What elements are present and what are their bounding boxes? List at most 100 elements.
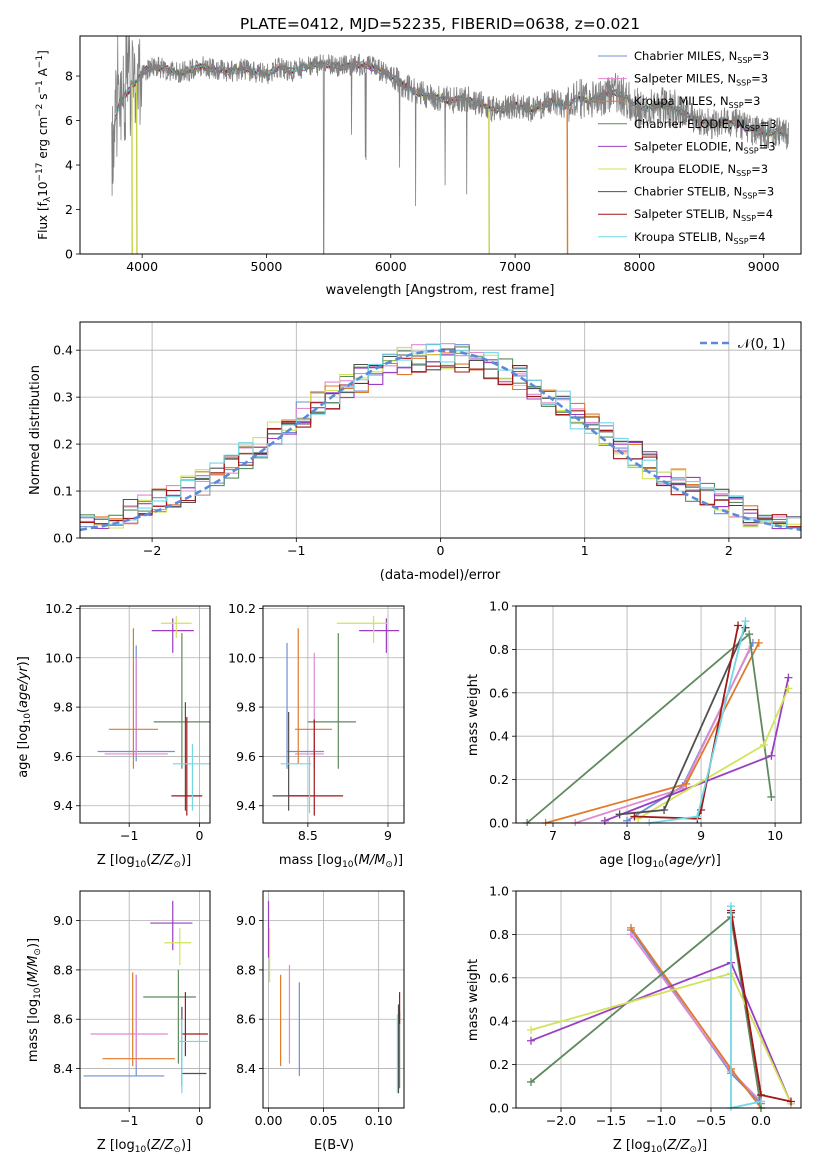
axes: −1 0 8.4 8.6 8.8 9.0: [53, 891, 210, 1128]
weight-point-marker: [734, 621, 743, 630]
mass-vs-ebv-panel: 0.00 0.05 0.10 8.4 8.6 8.8 9.0: [236, 890, 405, 1128]
y-tick-label: 0.4: [53, 343, 73, 358]
y-tick-label: 8.8: [236, 962, 256, 977]
legend-label: Kroupa ELODIE, NSSP=3: [634, 162, 768, 178]
y-tick-label: 8.4: [53, 1061, 73, 1076]
x-tick-label: 0.10: [365, 1113, 393, 1128]
y-tick-label: 0.6: [489, 685, 509, 700]
panel-frame: [262, 890, 405, 1109]
error-bars: [272, 615, 400, 816]
axes: 8.5 9 9.4 9.6 9.8 10.0 10.2: [228, 601, 404, 843]
x-tick-label: 6000: [375, 259, 407, 274]
figure-title: PLATE=0412, MJD=52235, FIBERID=0638, z=0…: [240, 15, 640, 33]
y-tick-label: 10.0: [45, 650, 73, 665]
y-tick-label: 4: [65, 158, 73, 173]
mZ-xlabel: Z [log10(Z/Z⊙)]: [97, 1138, 191, 1155]
x-tick-label: 8.5: [298, 828, 318, 843]
x-tick-label: 0.05: [310, 1113, 338, 1128]
x-tick-label: −1.0: [646, 1113, 676, 1128]
error-bars: [97, 615, 210, 816]
y-tick-label: 0.4: [489, 1014, 509, 1029]
weight-point-marker: [615, 810, 624, 819]
y-tick-label: 0.8: [489, 927, 509, 942]
residual-xlabel: (data-model)/error: [380, 568, 501, 583]
weight-point-marker: [745, 630, 754, 639]
y-tick-label: 1.0: [489, 884, 509, 899]
y-tick-label: 9.8: [236, 700, 256, 715]
x-tick-label: 8000: [623, 259, 655, 274]
residual-axes: −2 −1 0 1 2 0.0 0.1 0.2 0.3 0.4: [53, 322, 801, 558]
y-tick-label: 10.2: [45, 601, 73, 616]
legend-label: Kroupa MILES, NSSP=3: [634, 94, 760, 110]
ageZ-ylabel: age [log10(age/yr)]: [16, 656, 33, 778]
x-tick-label: 10: [767, 828, 783, 843]
y-tick-label: 9.6: [53, 749, 73, 764]
y-tick-label: 0.2: [489, 772, 509, 787]
weight-point-marker: [741, 617, 750, 626]
residual-ylabel: Normed distribution: [28, 365, 43, 495]
weight-series-line: [634, 625, 739, 820]
y-tick-label: 0.0: [53, 531, 73, 546]
y-tick-label: 0.3: [53, 390, 73, 405]
axes: 7 8 9 10 0.0 0.2 0.4 0.6 0.8 1.0: [489, 599, 801, 843]
x-tick-label: 9: [697, 828, 705, 843]
weight-point-marker: [660, 805, 669, 814]
y-tick-label: 9.6: [236, 749, 256, 764]
y-tick-label: 0.2: [53, 437, 73, 452]
weight-lines: [523, 617, 793, 826]
weight-point-marker: [727, 902, 735, 911]
x-tick-label: −1: [120, 828, 138, 843]
x-tick-label: −2.0: [546, 1113, 576, 1128]
x-tick-label: −0.5: [696, 1113, 726, 1128]
x-tick-label: 0: [195, 828, 203, 843]
weight-point-marker: [784, 673, 793, 682]
y-tick-label: 8.8: [53, 962, 73, 977]
weight-point-marker: [527, 1025, 535, 1034]
x-tick-label: 7000: [499, 259, 531, 274]
weight-point-marker: [767, 792, 776, 801]
x-tick-label: 8: [623, 828, 631, 843]
y-tick-label: 8.6: [236, 1012, 256, 1027]
y-tick-label: 8.4: [236, 1061, 256, 1076]
axes: −1 0 9.4 9.6 9.8 10.0 10.2: [45, 601, 210, 843]
x-tick-label: −1: [120, 1113, 138, 1128]
y-tick-label: 8: [65, 69, 73, 84]
x-tick-label: −2: [143, 543, 161, 558]
spectrum-frame: [79, 35, 802, 255]
y-tick-label: 9.0: [53, 913, 73, 928]
y-tick-label: 10.0: [228, 650, 256, 665]
axes: 0.00 0.05 0.10 8.4 8.6 8.8 9.0: [236, 891, 404, 1128]
x-tick-label: 0: [195, 1113, 203, 1128]
y-tick-label: 9.0: [236, 913, 256, 928]
residual-histograms: [80, 343, 801, 532]
weight-series-line: [649, 620, 747, 824]
x-tick-label: 0.00: [255, 1113, 283, 1128]
weight-series-line: [530, 915, 762, 1109]
residual-frame: [79, 321, 802, 539]
data-spectrum-line: [111, 36, 789, 254]
spectrum-legend: Chabrier MILES, NSSP=3 Salpeter MILES, NS…: [598, 49, 777, 246]
y-tick-label: 0.4: [489, 729, 509, 744]
weight-point-marker: [754, 638, 763, 647]
weight-point-marker: [757, 1097, 765, 1106]
x-tick-label: −1.5: [596, 1113, 626, 1128]
age-vs-mass-panel: 8.5 9 9.4 9.6 9.8 10.0 10.2: [228, 601, 405, 843]
y-tick-label: 2: [65, 202, 73, 217]
y-tick-label: 0: [65, 247, 73, 262]
x-tick-label: 5000: [251, 259, 283, 274]
mass-vs-Z-panel: −1 0 8.4 8.6 8.8 9.0: [53, 890, 211, 1128]
panel-frame: [79, 890, 211, 1109]
y-tick-label: 0.2: [489, 1057, 509, 1072]
weight-point-marker: [627, 923, 635, 932]
panel-frame: [515, 890, 802, 1109]
weight-point-marker: [784, 684, 793, 693]
wZ-ylabel: mass weight: [466, 959, 481, 1041]
y-tick-label: 0.8: [489, 642, 509, 657]
spectrum-ylabel: Flux [fλ10−17 erg cm−2 s−1 A−1]: [35, 50, 53, 240]
normal-reference-curve: [80, 349, 801, 532]
weight-point-marker: [693, 812, 702, 821]
y-tick-label: 0.0: [489, 1101, 509, 1116]
mZ-ylabel: mass [log10(M/M⊙)]: [26, 938, 43, 1062]
y-tick-label: 0.1: [53, 484, 73, 499]
error-bars: [267, 900, 401, 1094]
